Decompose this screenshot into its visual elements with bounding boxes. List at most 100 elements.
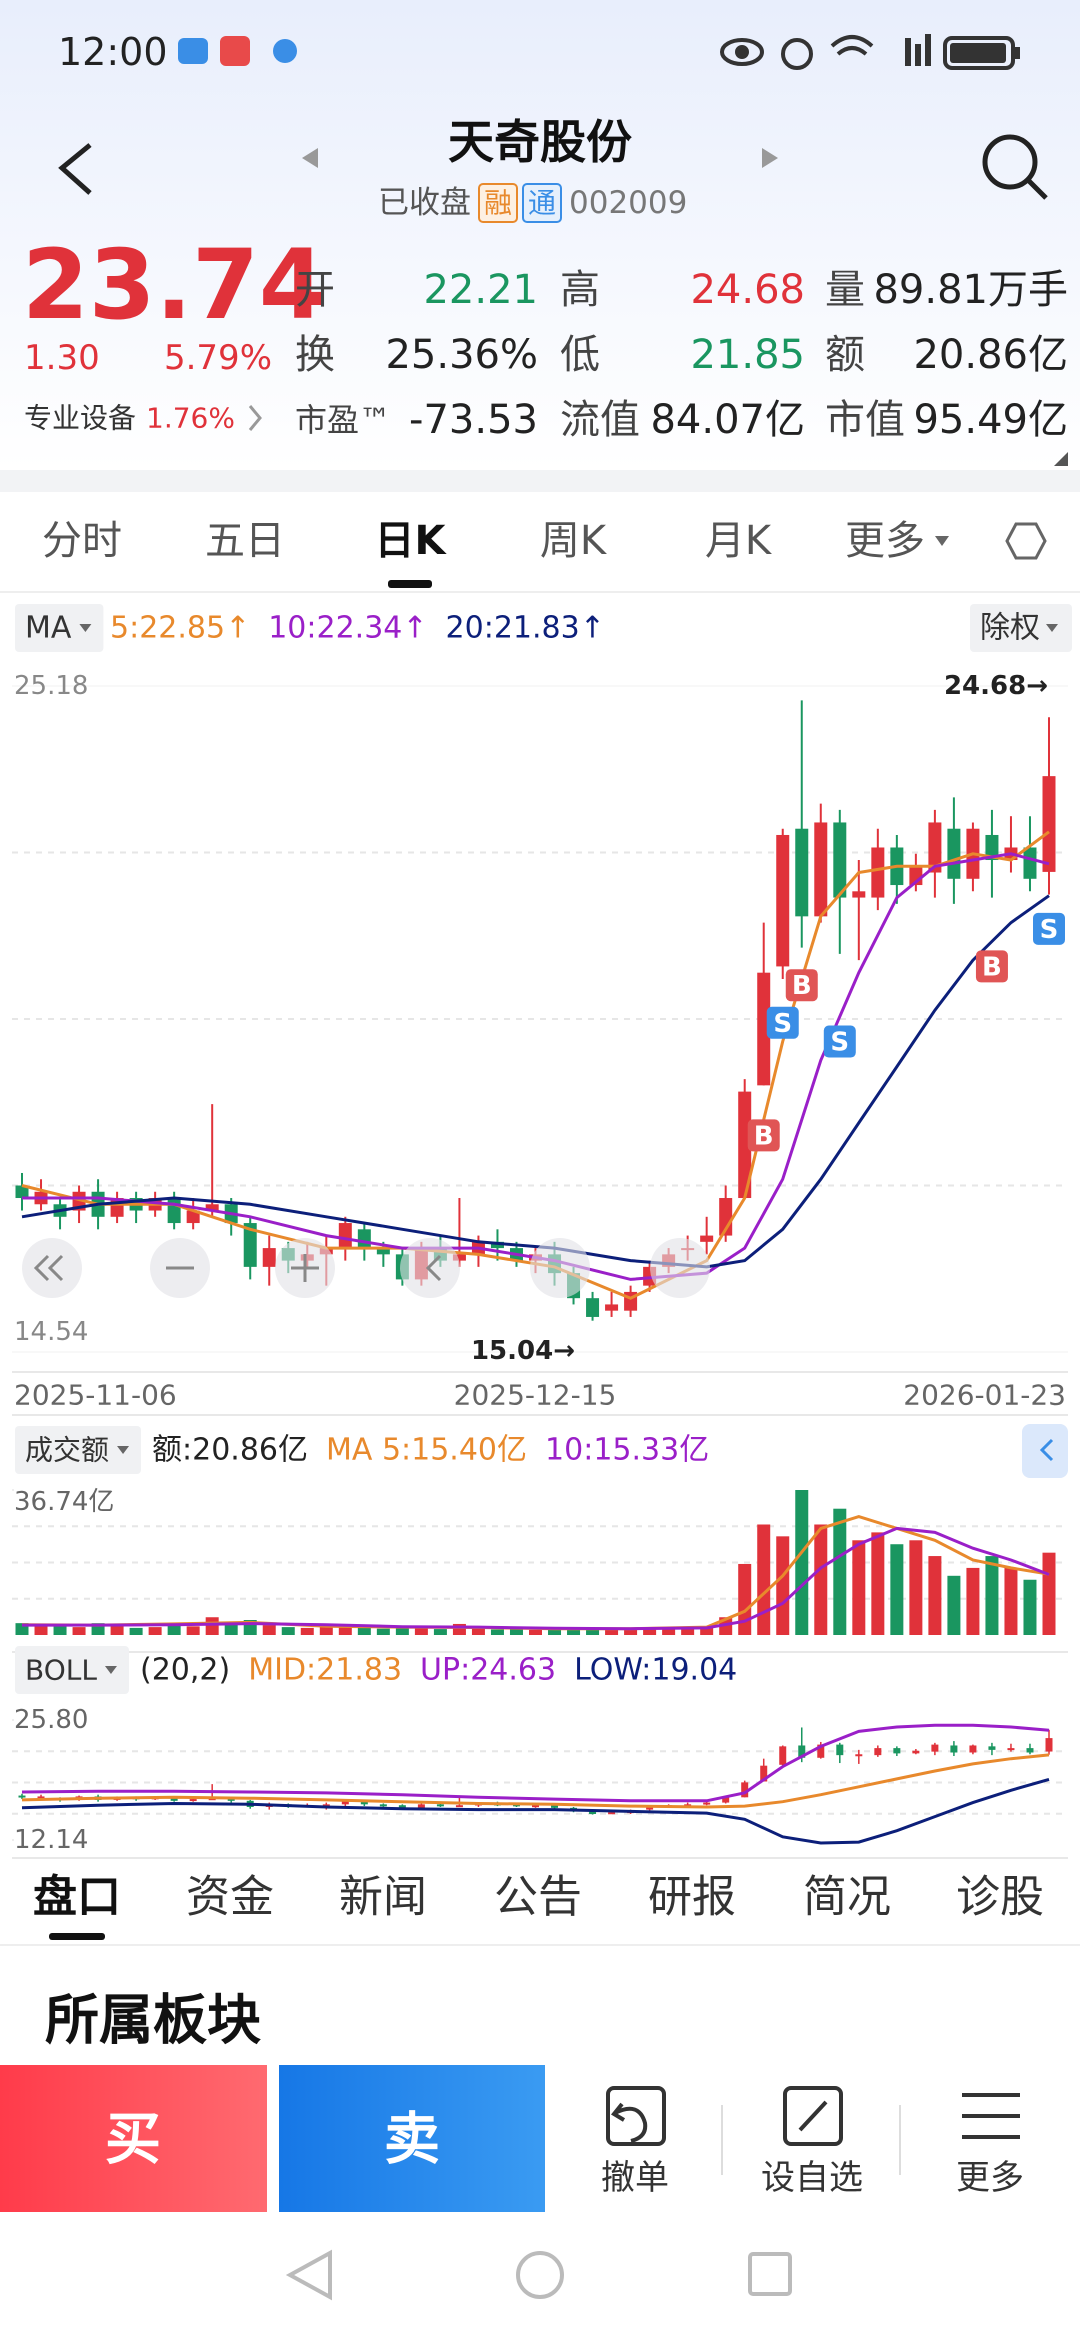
- stat-label: 量: [825, 267, 865, 313]
- tool-label[interactable]: 设自选: [761, 2158, 863, 2198]
- candle-body: [205, 1204, 219, 1211]
- chart-tab[interactable]: 分时: [42, 518, 122, 564]
- search-button[interactable]: [982, 134, 1048, 200]
- tab-indicator: [388, 580, 432, 588]
- volume-bar: [833, 1508, 847, 1635]
- candle-body: [814, 822, 828, 917]
- adjust-box[interactable]: [970, 604, 1072, 652]
- section-title: 所属板块: [45, 1989, 261, 2052]
- change: 1.30: [24, 338, 100, 378]
- indicator-line: [21, 1777, 1050, 1845]
- volume-bar: [72, 1627, 86, 1635]
- sector-arrow[interactable]: [248, 405, 262, 431]
- volume-bar: [795, 1490, 809, 1635]
- candle-body: [988, 1746, 996, 1750]
- tool-label[interactable]: 更多: [956, 2158, 1024, 2198]
- indicator-select-arrow: [79, 624, 92, 632]
- detail-tab[interactable]: 简况: [803, 1872, 891, 1923]
- stat-label: 开: [295, 267, 335, 313]
- volume-bar: [643, 1627, 657, 1635]
- candle-body: [760, 1765, 768, 1782]
- buy-button[interactable]: [0, 2065, 267, 2212]
- detail-tab[interactable]: 盘口: [33, 1872, 121, 1923]
- volume-bar: [871, 1532, 885, 1635]
- volume-bar: [148, 1627, 162, 1635]
- candle-body: [37, 1796, 45, 1799]
- volume-bar: [205, 1617, 219, 1635]
- chart-tab[interactable]: 周K: [540, 518, 608, 564]
- chart-tab[interactable]: 日K: [375, 518, 448, 564]
- back-button[interactable]: [58, 143, 92, 195]
- indicator-select-box[interactable]: [15, 604, 104, 652]
- volume-bar: [224, 1622, 238, 1635]
- date-label: 2026-01-23: [903, 1379, 1066, 1412]
- detail-tab[interactable]: 资金: [186, 1872, 274, 1923]
- candle-body: [417, 1804, 425, 1809]
- candle-body: [817, 1744, 825, 1758]
- trade-signal-label: B: [754, 1121, 774, 1151]
- candle-body: [928, 822, 942, 873]
- stat-label: 市值: [825, 397, 905, 443]
- detail-tab[interactable]: 公告: [494, 1872, 582, 1923]
- volume-bar: [376, 1628, 390, 1635]
- buy-label[interactable]: 买: [105, 2108, 161, 2173]
- zoom-control[interactable]: [530, 1238, 590, 1298]
- candle-body: [646, 1806, 654, 1810]
- candle-body: [262, 1248, 276, 1267]
- candle-body: [608, 1812, 616, 1815]
- volume-bar: [662, 1627, 676, 1635]
- stat-label: 流值: [560, 397, 640, 443]
- volume-bar: [529, 1629, 542, 1635]
- corner-mark: [1054, 452, 1068, 466]
- chart-tab[interactable]: 五日: [205, 518, 285, 564]
- candle-body: [341, 1800, 349, 1805]
- candle-body: [874, 1748, 882, 1756]
- stat-label: 市盈™: [295, 401, 391, 439]
- volume-bar: [471, 1628, 485, 1635]
- tag-box: [522, 183, 562, 223]
- indicator-line: [21, 1723, 1050, 1803]
- volume-bar: [1042, 1552, 1056, 1635]
- boll-select-arrow: [104, 1666, 117, 1674]
- volume-bar: [681, 1628, 695, 1635]
- boll-select-box[interactable]: [15, 1646, 129, 1694]
- stat-value: 21.85: [690, 332, 805, 378]
- ma-value: 5:22.85↑: [110, 611, 250, 646]
- volume-bar: [91, 1623, 105, 1635]
- sell-label[interactable]: 卖: [384, 2108, 440, 2173]
- candle-body: [1023, 847, 1037, 879]
- low-label: 15.04→: [471, 1336, 575, 1366]
- tool-label[interactable]: 撤单: [601, 2158, 669, 2198]
- volume-bar: [1023, 1579, 1037, 1635]
- candle-body: [189, 1799, 197, 1802]
- y-tick-label: 14.54: [14, 1317, 88, 1347]
- candle-body: [398, 1805, 406, 1809]
- stock-code: 002009: [569, 185, 687, 221]
- volume-bar: [414, 1627, 428, 1635]
- change-pct: 5.79%: [164, 338, 272, 378]
- volume-select-box[interactable]: [15, 1426, 142, 1474]
- chart-tab[interactable]: 月K: [705, 518, 773, 564]
- detail-tab[interactable]: 新闻: [339, 1872, 427, 1923]
- volume-bar: [186, 1626, 200, 1635]
- candle-body: [836, 1744, 844, 1756]
- adjust-select: 除权: [980, 611, 1040, 646]
- volume-bar: [757, 1524, 771, 1635]
- settings-button[interactable]: [1005, 522, 1047, 560]
- zoom-control[interactable]: [650, 1238, 710, 1298]
- chart-tab[interactable]: 更多: [845, 518, 925, 564]
- candle-body: [15, 1185, 29, 1199]
- indicator-line: [21, 1753, 1050, 1809]
- candle-body: [376, 1248, 390, 1255]
- next-stock[interactable]: [762, 148, 778, 168]
- detail-tab[interactable]: 研报: [648, 1872, 736, 1923]
- candle-body: [551, 1805, 559, 1808]
- sector-pct: 1.76%: [146, 402, 235, 435]
- prev-stock[interactable]: [302, 148, 318, 168]
- volume-bar: [985, 1556, 999, 1635]
- candle-body: [893, 1748, 901, 1754]
- tool-icons: [606, 2086, 1020, 2175]
- detail-tab[interactable]: 诊股: [956, 1872, 1044, 1923]
- volume-bar: [338, 1624, 352, 1635]
- sell-button[interactable]: [279, 2065, 545, 2212]
